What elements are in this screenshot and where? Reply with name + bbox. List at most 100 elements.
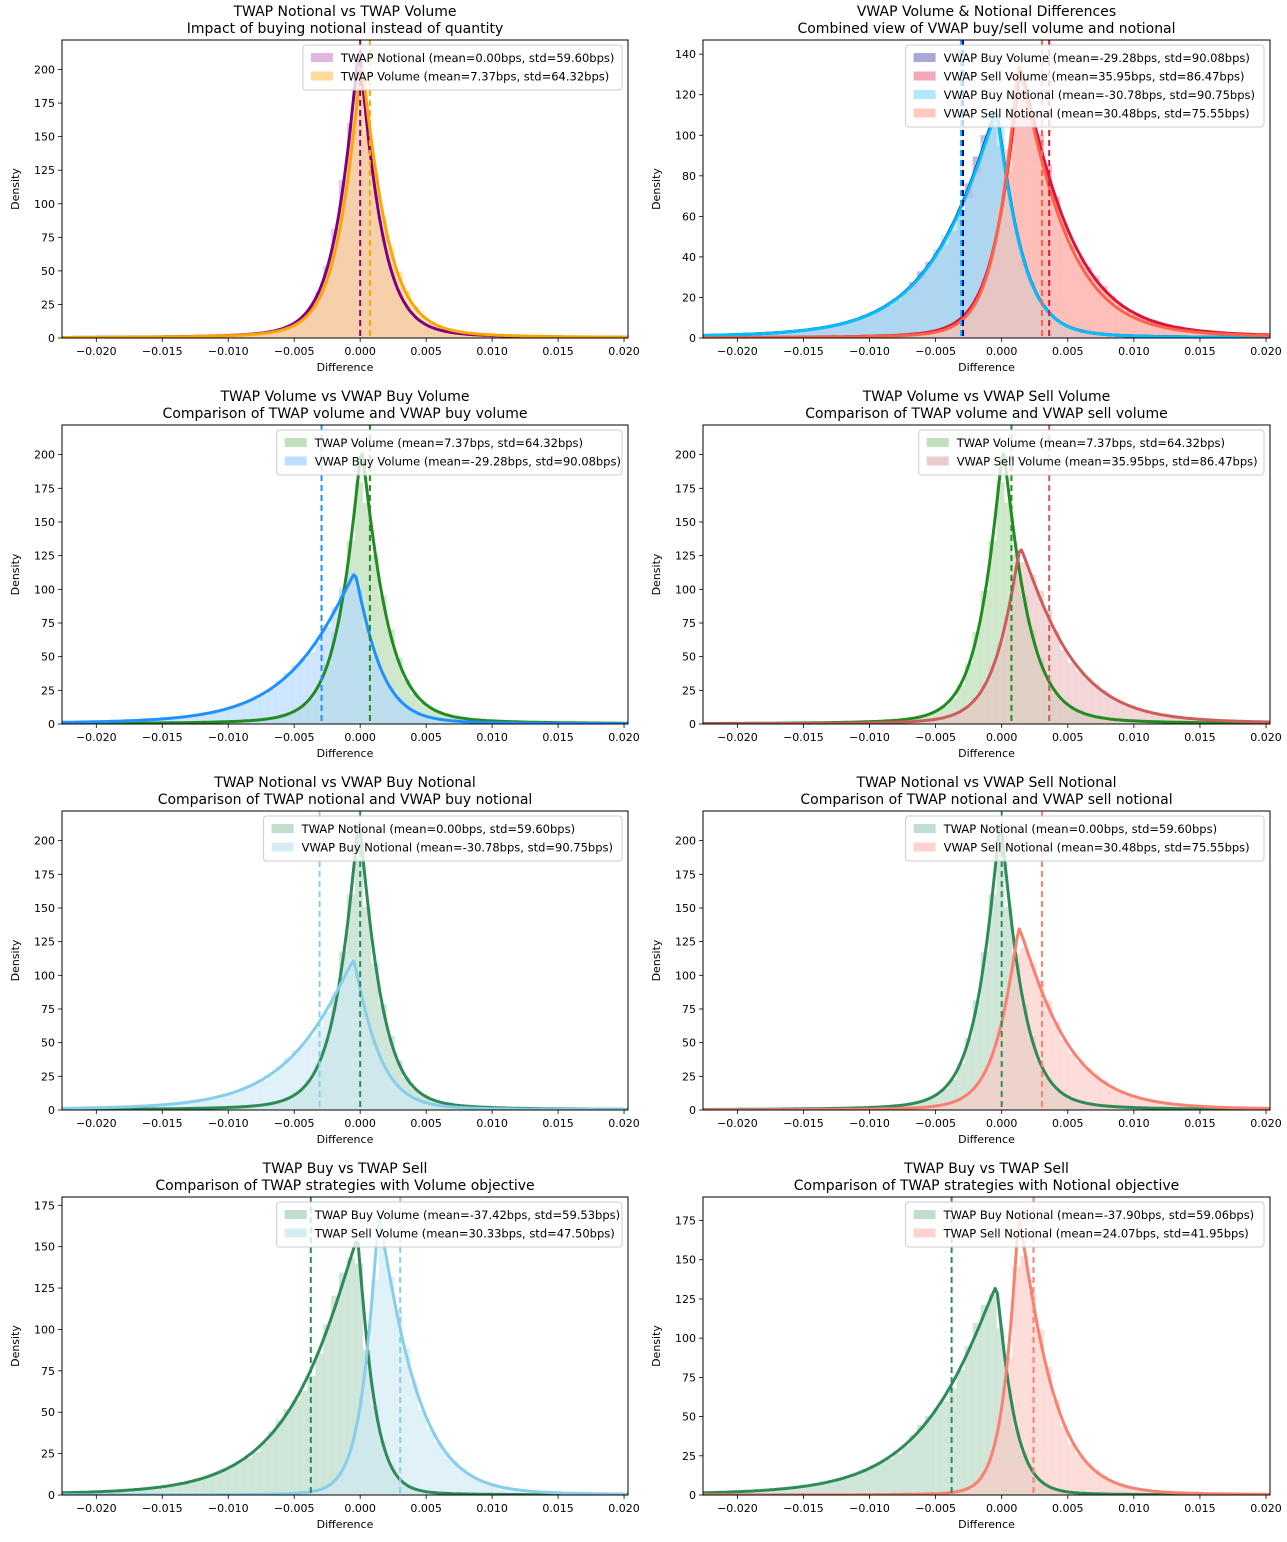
legend-entry: VWAP Buy Volume (mean=-29.28bps, std=90.… [944, 51, 1250, 65]
histogram-bar [917, 277, 926, 338]
x-axis-label: Difference [317, 747, 374, 760]
y-tick-label: 50 [41, 1037, 55, 1050]
x-axis-label: Difference [317, 1518, 374, 1531]
histogram-bar [925, 1098, 934, 1110]
histogram-bar [1075, 1062, 1084, 1110]
histogram-bar [426, 717, 435, 724]
histogram-bar [1099, 1080, 1108, 1110]
y-tick-label: 80 [682, 170, 696, 183]
histogram-bar [1123, 706, 1132, 724]
histogram-bar [93, 1491, 102, 1495]
y-tick-label: 0 [48, 1489, 55, 1502]
histogram-bar [893, 1453, 902, 1495]
legend-swatch [913, 71, 936, 81]
histogram-bar [980, 1470, 989, 1495]
histogram-bar [1091, 1469, 1100, 1495]
histogram-bar [434, 326, 443, 338]
legend-box [302, 44, 623, 91]
histogram-bar [291, 324, 300, 338]
y-tick-label: 175 [675, 482, 696, 495]
x-tick-label: 0.020 [608, 1117, 640, 1130]
histogram-bar [925, 719, 934, 724]
y-tick-label: 175 [675, 1215, 696, 1228]
histogram-bar [956, 1369, 965, 1495]
histogram-bar [766, 332, 775, 338]
histogram-bar [441, 720, 451, 724]
legend-swatch [271, 824, 294, 833]
x-tick-label: −0.015 [783, 731, 824, 744]
y-tick-label: 50 [682, 651, 696, 664]
x-tick-label: −0.015 [783, 1117, 824, 1130]
histogram-bar [196, 1100, 205, 1110]
histogram-bar [1067, 1053, 1076, 1110]
x-tick-label: −0.015 [783, 345, 824, 358]
histogram-bar [980, 284, 989, 338]
histogram-bar [861, 316, 870, 338]
histogram-bar [1139, 710, 1148, 724]
chart-subtitle: Combined view of VWAP buy/sell volume an… [797, 21, 1175, 37]
histogram-bar [465, 1474, 474, 1495]
histogram-bar [940, 1088, 950, 1110]
histogram-bar [1115, 1484, 1124, 1495]
legend: TWAP Notional (mean=0.00bps, std=59.60bp… [263, 815, 623, 862]
histogram-bar [331, 1479, 340, 1495]
histogram-bar [220, 708, 229, 724]
histogram-bar [339, 972, 348, 1110]
histogram-bar [441, 328, 451, 338]
legend-entry: TWAP Volume (mean=7.37bps, std=64.32bps) [340, 70, 609, 84]
histogram-bar [1036, 162, 1045, 338]
histogram-bar [394, 1311, 403, 1495]
histogram-bar [1107, 1086, 1116, 1110]
legend: TWAP Notional (mean=0.00bps, std=59.60bp… [905, 815, 1265, 862]
histogram-bar [1178, 330, 1187, 338]
histogram-bar [180, 1483, 189, 1495]
histogram-bar [283, 1057, 292, 1110]
histogram-bar [133, 1489, 142, 1495]
histogram-bar [869, 1465, 878, 1495]
histogram-bar [354, 1263, 364, 1495]
histogram-bar [244, 701, 253, 724]
x-tick-label: 0.000 [344, 731, 376, 744]
histogram-bar [149, 1487, 158, 1495]
histogram-bar [1147, 1490, 1156, 1495]
histogram-bar [204, 1099, 213, 1110]
histogram-bar [378, 1245, 387, 1495]
y-tick-label: 100 [34, 969, 55, 982]
histogram-bar [964, 1346, 973, 1495]
histogram-bar [1083, 280, 1092, 338]
y-tick-label: 75 [41, 617, 55, 630]
y-tick-label: 50 [41, 1406, 55, 1419]
histogram-bar [932, 1105, 942, 1110]
x-tick-label: 0.010 [476, 1117, 508, 1130]
y-tick-label: 25 [41, 1070, 55, 1083]
histogram-bar [141, 1489, 150, 1495]
histogram-bar [434, 719, 443, 724]
histogram-bar [901, 294, 910, 338]
histogram-bar [1028, 134, 1037, 338]
y-axis-label: Density [650, 168, 663, 210]
histogram-2 [62, 83, 628, 338]
x-tick-label: −0.005 [274, 1117, 315, 1130]
histogram-bar [901, 1445, 910, 1495]
histogram-bar [782, 332, 791, 338]
histogram-bar [346, 1446, 356, 1495]
x-tick-label: 0.010 [1118, 731, 1150, 744]
histogram-bar [346, 1257, 356, 1495]
y-axis-label: Density [9, 1325, 22, 1367]
histogram-bar [1091, 289, 1100, 338]
histogram-bar [323, 1486, 332, 1495]
histogram-bar [402, 705, 411, 724]
chart-title: TWAP Volume vs VWAP Buy Volume [219, 389, 469, 405]
x-axis-label: Difference [958, 361, 1015, 374]
chart-panel-p4: TWAP Volume vs VWAP Sell VolumeCompariso… [650, 389, 1282, 760]
histogram-bar [441, 1106, 451, 1110]
histogram-bar [362, 1020, 371, 1110]
histogram-bar [259, 333, 269, 338]
histogram-bar [996, 1415, 1005, 1495]
histogram-bar [1131, 1097, 1140, 1110]
histogram-bar [1123, 1487, 1132, 1495]
histogram-bar [988, 1051, 997, 1110]
